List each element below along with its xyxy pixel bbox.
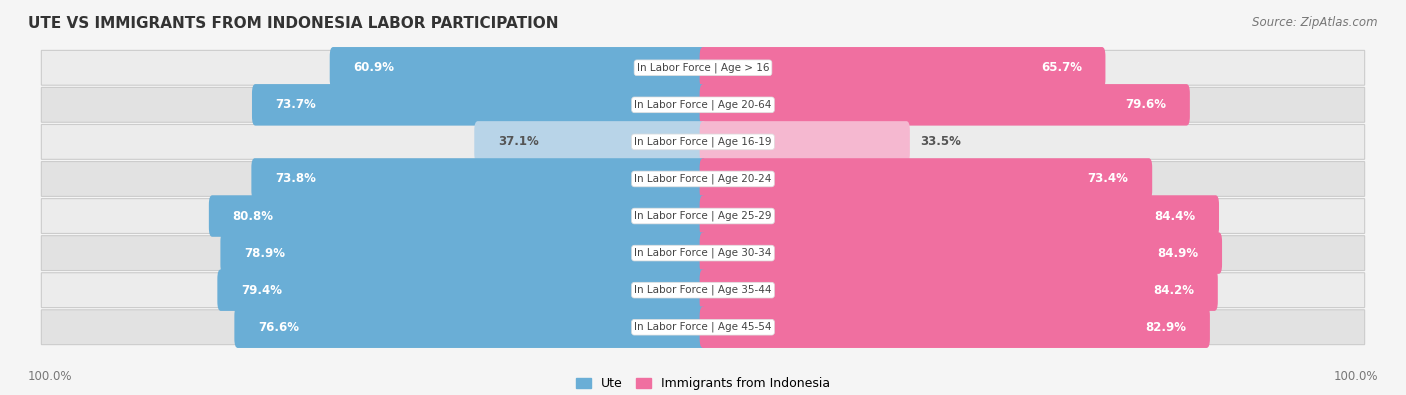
FancyBboxPatch shape bbox=[700, 195, 1219, 237]
Text: In Labor Force | Age 45-54: In Labor Force | Age 45-54 bbox=[634, 322, 772, 333]
Text: In Labor Force | Age 20-64: In Labor Force | Age 20-64 bbox=[634, 100, 772, 110]
Text: In Labor Force | Age 35-44: In Labor Force | Age 35-44 bbox=[634, 285, 772, 295]
Legend: Ute, Immigrants from Indonesia: Ute, Immigrants from Indonesia bbox=[571, 372, 835, 395]
FancyBboxPatch shape bbox=[700, 307, 1211, 348]
Text: 84.4%: 84.4% bbox=[1154, 209, 1195, 222]
FancyBboxPatch shape bbox=[41, 124, 1365, 159]
Text: 65.7%: 65.7% bbox=[1040, 61, 1081, 74]
Text: 82.9%: 82.9% bbox=[1146, 321, 1187, 334]
Text: 33.5%: 33.5% bbox=[920, 135, 960, 149]
Text: UTE VS IMMIGRANTS FROM INDONESIA LABOR PARTICIPATION: UTE VS IMMIGRANTS FROM INDONESIA LABOR P… bbox=[28, 16, 558, 31]
Text: Source: ZipAtlas.com: Source: ZipAtlas.com bbox=[1253, 16, 1378, 29]
FancyBboxPatch shape bbox=[41, 51, 1365, 85]
FancyBboxPatch shape bbox=[700, 121, 910, 163]
FancyBboxPatch shape bbox=[330, 47, 706, 88]
Text: In Labor Force | Age 16-19: In Labor Force | Age 16-19 bbox=[634, 137, 772, 147]
Text: 73.4%: 73.4% bbox=[1088, 173, 1129, 186]
FancyBboxPatch shape bbox=[221, 232, 706, 274]
FancyBboxPatch shape bbox=[700, 158, 1152, 200]
FancyBboxPatch shape bbox=[235, 307, 706, 348]
FancyBboxPatch shape bbox=[41, 162, 1365, 196]
FancyBboxPatch shape bbox=[41, 273, 1365, 308]
FancyBboxPatch shape bbox=[700, 269, 1218, 311]
Text: 84.2%: 84.2% bbox=[1153, 284, 1194, 297]
FancyBboxPatch shape bbox=[41, 87, 1365, 122]
FancyBboxPatch shape bbox=[700, 47, 1105, 88]
Text: 80.8%: 80.8% bbox=[232, 209, 274, 222]
Text: 37.1%: 37.1% bbox=[498, 135, 538, 149]
FancyBboxPatch shape bbox=[41, 199, 1365, 233]
FancyBboxPatch shape bbox=[700, 84, 1189, 126]
FancyBboxPatch shape bbox=[700, 232, 1222, 274]
FancyBboxPatch shape bbox=[218, 269, 706, 311]
Text: 79.6%: 79.6% bbox=[1125, 98, 1166, 111]
FancyBboxPatch shape bbox=[41, 236, 1365, 271]
Text: In Labor Force | Age 30-34: In Labor Force | Age 30-34 bbox=[634, 248, 772, 258]
Text: 73.8%: 73.8% bbox=[276, 173, 316, 186]
Text: 79.4%: 79.4% bbox=[240, 284, 283, 297]
FancyBboxPatch shape bbox=[252, 158, 706, 200]
Text: 84.9%: 84.9% bbox=[1157, 246, 1198, 260]
Text: 60.9%: 60.9% bbox=[353, 61, 394, 74]
FancyBboxPatch shape bbox=[252, 84, 706, 126]
Text: 76.6%: 76.6% bbox=[257, 321, 299, 334]
Text: In Labor Force | Age 25-29: In Labor Force | Age 25-29 bbox=[634, 211, 772, 221]
Text: In Labor Force | Age > 16: In Labor Force | Age > 16 bbox=[637, 62, 769, 73]
Text: 78.9%: 78.9% bbox=[245, 246, 285, 260]
FancyBboxPatch shape bbox=[474, 121, 706, 163]
FancyBboxPatch shape bbox=[41, 310, 1365, 344]
Text: In Labor Force | Age 20-24: In Labor Force | Age 20-24 bbox=[634, 174, 772, 184]
Text: 100.0%: 100.0% bbox=[1333, 370, 1378, 383]
Text: 73.7%: 73.7% bbox=[276, 98, 316, 111]
Text: 100.0%: 100.0% bbox=[28, 370, 73, 383]
FancyBboxPatch shape bbox=[209, 195, 706, 237]
